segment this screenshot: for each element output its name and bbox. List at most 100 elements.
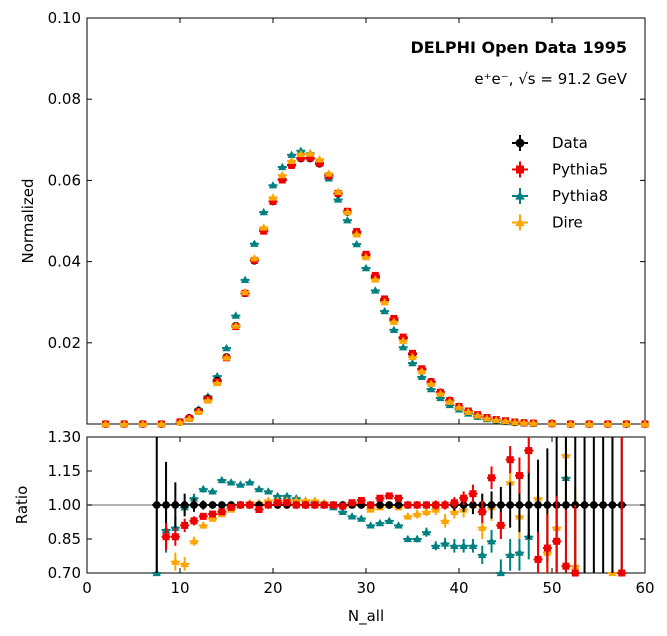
main-point xyxy=(213,378,222,387)
main-point xyxy=(454,403,464,411)
ratio-point xyxy=(385,492,393,500)
ratio-point xyxy=(496,568,506,577)
ratio-point xyxy=(580,501,589,509)
ratio-point xyxy=(403,512,413,520)
ratio-point xyxy=(180,501,189,509)
ratio-point xyxy=(245,478,254,486)
ratio-point xyxy=(450,507,459,515)
legend-marker xyxy=(515,191,525,200)
ratio-y-axis-label: Ratio xyxy=(13,486,31,525)
ratio-point xyxy=(431,541,440,549)
ratio-point xyxy=(282,491,292,500)
main-subtitle: e⁺e⁻, √s = 91.2 GeV xyxy=(474,70,627,88)
ratio-point xyxy=(515,548,524,556)
ratio-point xyxy=(404,501,412,509)
main-y-tick-label: 0.10 xyxy=(48,9,81,27)
main-point xyxy=(333,195,343,203)
ratio-point xyxy=(273,491,282,500)
main-point xyxy=(259,207,268,216)
main-point xyxy=(361,263,371,272)
main-point xyxy=(260,227,268,235)
ratio-point xyxy=(190,501,198,509)
main-point xyxy=(492,415,501,424)
ratio-y-tick-label: 1.00 xyxy=(48,496,81,514)
ratio-point xyxy=(413,501,421,509)
ratio-point xyxy=(152,501,161,509)
main-point xyxy=(436,393,445,402)
ratio-point xyxy=(441,501,449,509)
ratio-point xyxy=(264,487,273,495)
ratio-point xyxy=(338,507,347,515)
ratio-point xyxy=(478,550,487,559)
main-point xyxy=(101,419,110,428)
main-point xyxy=(343,215,352,224)
main-point xyxy=(361,252,371,261)
x-tick-label: 20 xyxy=(263,579,282,597)
main-point xyxy=(436,389,445,397)
main-point xyxy=(288,161,296,169)
ratio-point xyxy=(422,501,430,509)
x-tick-label: 0 xyxy=(82,579,92,597)
ratio-point xyxy=(515,472,523,480)
main-point xyxy=(250,239,259,247)
ratio-point xyxy=(339,502,347,510)
legend-label-pythia5: Pythia5 xyxy=(552,161,608,179)
ratio-point xyxy=(227,503,235,511)
main-point xyxy=(380,298,389,306)
ratio-point xyxy=(199,512,207,520)
main-y-tick-label: 0.08 xyxy=(48,90,81,108)
ratio-point xyxy=(618,569,626,577)
ratio-point xyxy=(505,550,515,559)
main-point xyxy=(371,275,380,283)
ratio-point xyxy=(283,499,291,507)
main-point xyxy=(194,407,203,415)
ratio-point xyxy=(562,501,570,509)
main-point xyxy=(399,336,408,344)
ratio-point xyxy=(347,512,357,520)
main-point xyxy=(222,343,231,352)
main-point xyxy=(352,230,361,238)
ratio-point xyxy=(181,521,189,529)
ratio-point xyxy=(506,501,514,509)
main-point xyxy=(603,419,612,428)
main-point xyxy=(297,154,305,162)
ratio-point xyxy=(348,499,356,507)
x-tick-label: 40 xyxy=(449,579,468,597)
main-point xyxy=(278,162,287,171)
ratio-point xyxy=(412,509,422,518)
main-point xyxy=(278,176,286,184)
main-point xyxy=(287,156,296,165)
ratio-point xyxy=(553,537,561,545)
legend-marker xyxy=(515,217,525,227)
ratio-point xyxy=(440,539,450,547)
x-tick-label: 60 xyxy=(635,579,654,597)
main-point xyxy=(380,306,389,315)
ratio-point xyxy=(226,478,236,486)
ratio-y-tick-label: 1.15 xyxy=(48,462,81,480)
ratio-point xyxy=(254,484,264,493)
ratio-point xyxy=(292,501,300,509)
ratio-point xyxy=(422,528,431,536)
ratio-point xyxy=(460,494,468,502)
ratio-point xyxy=(376,494,384,502)
main-data-points xyxy=(101,146,650,428)
ratio-y-ticks: 0.70 0.85 1.00 1.15 1.30 xyxy=(48,428,645,582)
ratio-point xyxy=(487,537,496,545)
main-point xyxy=(306,154,314,162)
main-point xyxy=(278,170,287,179)
ratio-y-tick-label: 0.85 xyxy=(48,530,81,548)
x-tick-label: 10 xyxy=(170,579,189,597)
ratio-point xyxy=(217,475,227,484)
ratio-point xyxy=(469,501,477,509)
main-point xyxy=(231,321,240,329)
main-point xyxy=(324,169,333,177)
ratio-point xyxy=(236,501,244,509)
ratio-point xyxy=(302,501,310,509)
main-point xyxy=(464,407,473,415)
ratio-point xyxy=(488,474,496,482)
ratio-point xyxy=(543,501,552,509)
main-point xyxy=(389,325,399,333)
main-point xyxy=(473,411,482,419)
main-point xyxy=(519,418,529,426)
